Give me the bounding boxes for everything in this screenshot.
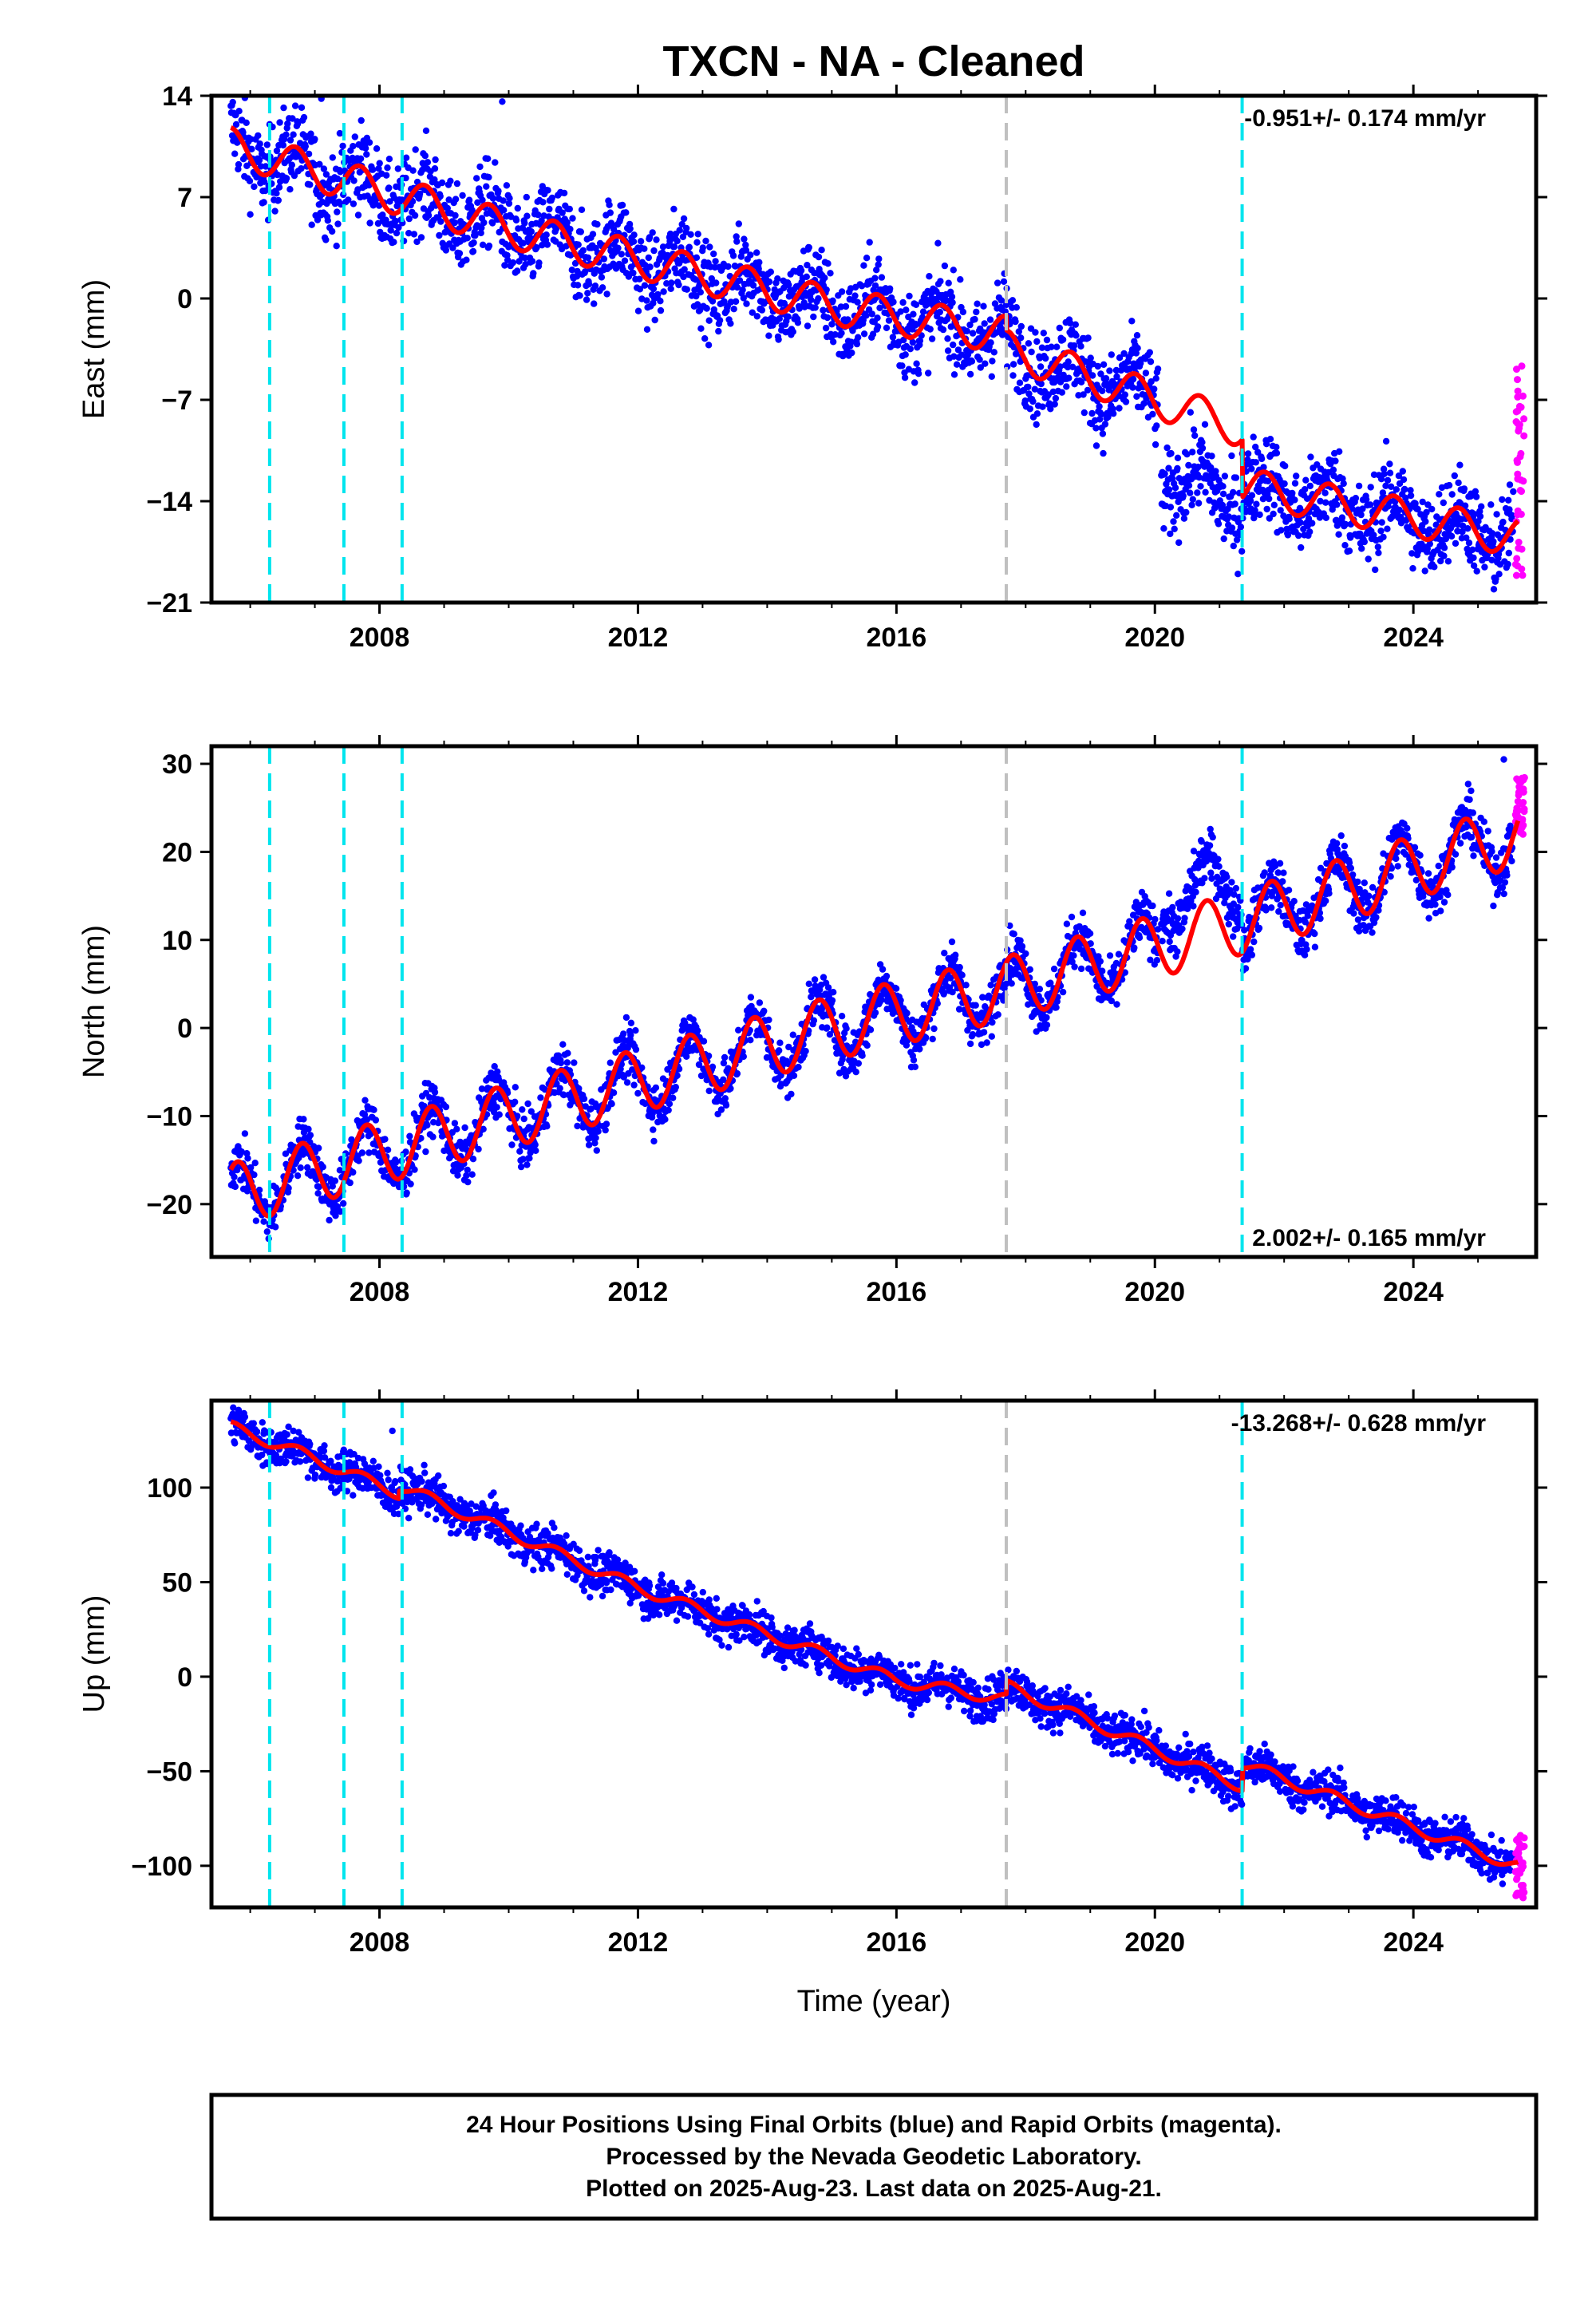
y-tick-label: 0 (177, 284, 192, 314)
y-tick-label: −7 (161, 385, 192, 416)
x-tick-label: 2016 (867, 622, 927, 653)
figure-title: TXCN - NA - Cleaned (662, 38, 1084, 85)
y-axis-label: Up (mm) (77, 1595, 111, 1713)
north-panel: 2008 2012 2016 2020 2024 30 20 10 0 −10 −20 North (… (77, 735, 1547, 1307)
y-axis-label: East (mm) (77, 279, 111, 419)
y-tick-label: 7 (177, 183, 192, 213)
y-tick-label: −50 (146, 1757, 192, 1787)
y-tick-label: −100 (131, 1852, 192, 1882)
x-tick-label: 2024 (1383, 622, 1444, 653)
y-tick-label: 0 (177, 1662, 192, 1693)
y-tick-label: 30 (162, 749, 192, 780)
y-tick-label: 10 (162, 926, 192, 956)
x-tick-label: 2012 (608, 1277, 669, 1307)
y-tick-label: 100 (147, 1473, 192, 1504)
x-tick-label: 2020 (1124, 1927, 1185, 1958)
model-fit-line (229, 125, 1520, 555)
rate-label: 2.002+/- 0.165 mm/yr (1252, 1225, 1486, 1251)
footer-line-2: Processed by the Nevada Geodetic Laborat… (606, 2144, 1141, 2170)
x-tick-label: 2012 (608, 1927, 669, 1958)
y-axis-label: North (mm) (77, 925, 111, 1078)
model-fit-line (228, 816, 1521, 1219)
y-tick-label: −21 (146, 588, 192, 619)
panel-frame (209, 93, 1539, 605)
x-tick-label: 2008 (350, 1927, 410, 1958)
rapid-orbit-points (1511, 1832, 1528, 1902)
y-tick-label: 20 (162, 837, 192, 868)
y-tick-label: 0 (177, 1014, 192, 1044)
x-tick-label: 2016 (867, 1927, 927, 1958)
x-tick-label: 2020 (1124, 622, 1185, 653)
east-panel: 2008 2012 2016 2020 2024 14 7 0 −7 −14 −21 East (mm… (77, 81, 1547, 653)
plot-area (227, 1404, 1528, 1902)
x-tick-label: 2008 (350, 1277, 410, 1307)
x-tick-label: 2012 (608, 622, 669, 653)
x-tick-label: 2016 (867, 1277, 927, 1307)
footer-line-3: Plotted on 2025-Aug-23. Last data on 202… (586, 2176, 1162, 2202)
y-tick-label: 50 (162, 1567, 192, 1598)
x-tick-label: 2024 (1383, 1927, 1444, 1958)
rate-label: -13.268+/- 0.628 mm/yr (1231, 1410, 1487, 1437)
footer-line-1: 24 Hour Positions Using Final Orbits (bl… (466, 2112, 1282, 2138)
panel-frame (209, 744, 1539, 1259)
y-tick-label: 14 (162, 81, 192, 112)
x-axis-label: Time (year) (797, 1985, 951, 2018)
final-orbit-points (227, 96, 1517, 593)
plot-area (227, 96, 1528, 593)
x-tick-label: 2020 (1124, 1277, 1185, 1307)
y-tick-label: −20 (146, 1190, 192, 1220)
final-orbit-points (227, 1404, 1517, 1887)
x-tick-label: 2008 (350, 622, 410, 653)
rapid-orbit-points (1511, 362, 1528, 579)
plot-area (227, 756, 1528, 1243)
y-tick-label: −14 (146, 487, 192, 517)
footer-box (209, 2093, 1539, 2221)
x-tick-label: 2024 (1383, 1277, 1444, 1307)
y-tick-label: −10 (146, 1101, 192, 1132)
model-fit-line (229, 1419, 1520, 1867)
up-panel: 2008 2012 2016 2020 2024 100 50 0 −50 −100 Up (mm)… (77, 1389, 1547, 1958)
panel-frame (209, 1398, 1539, 1910)
rate-label: -0.951+/- 0.174 mm/yr (1244, 105, 1486, 132)
